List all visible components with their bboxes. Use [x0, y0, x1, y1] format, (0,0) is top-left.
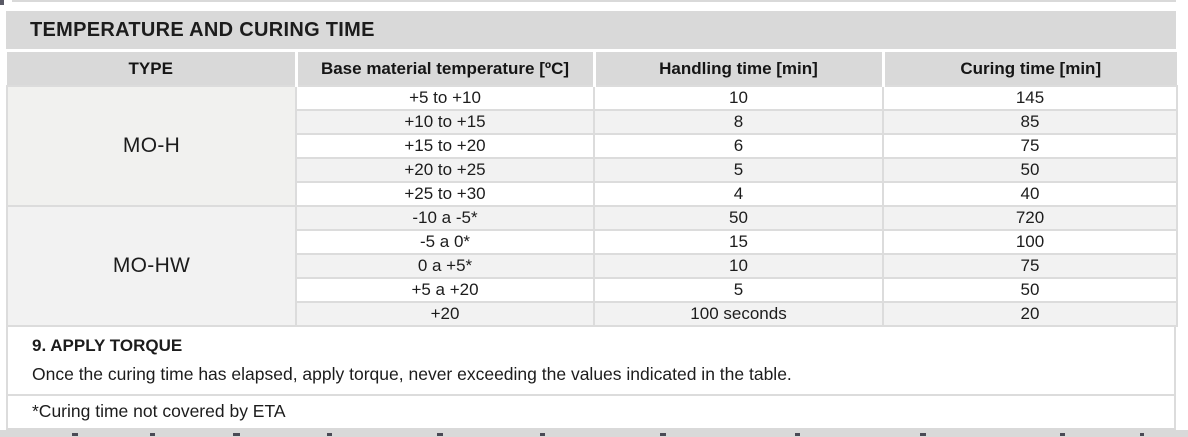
curing-time-table: TYPE Base material temperature [ºC] Hand… [6, 52, 1178, 327]
curing-time-cell: 85 [882, 109, 1178, 135]
temp-range-cell: -5 a 0* [295, 229, 595, 255]
cropped-mark [0, 0, 4, 5]
column-header-temperature: Base material temperature [ºC] [294, 52, 594, 86]
section-title: TEMPERATURE AND CURING TIME [30, 18, 375, 41]
curing-time-cell: 145 [882, 85, 1178, 111]
table-row: -5 a 0* 15 100 [7, 229, 1178, 255]
curing-time-cell: 20 [882, 301, 1178, 327]
temp-range-cell: +20 [295, 301, 595, 327]
curing-time-cell: 720 [882, 205, 1178, 231]
table-header-row: TYPE Base material temperature [ºC] Hand… [7, 52, 1177, 86]
table-row: 0 a +5* 10 75 [7, 253, 1178, 279]
temp-range-cell: +20 to +25 [295, 157, 595, 183]
temp-range-cell: 0 a +5* [295, 253, 595, 279]
curing-time-cell: 50 [882, 277, 1178, 303]
section-title-bar: TEMPERATURE AND CURING TIME [6, 11, 1176, 49]
temp-range-cell: +10 to +15 [295, 109, 595, 135]
type-cell-mo-h: MO-H [6, 85, 297, 207]
table-row: MO-HW -10 a -5* 50 720 [6, 205, 1178, 327]
table-row: +20 100 seconds 20 [7, 301, 1178, 327]
handling-time-cell: 100 seconds [593, 301, 884, 327]
eta-footnote: *Curing time not covered by ETA [8, 394, 1174, 428]
temp-range-cell: +15 to +20 [295, 133, 595, 159]
handling-time-cell: 15 [593, 229, 884, 255]
handling-time-cell: 6 [593, 133, 884, 159]
document-section-curing: TEMPERATURE AND CURING TIME TYPE Base ma… [6, 11, 1178, 430]
handling-time-cell: 4 [593, 181, 884, 207]
table-row: +5 a +20 5 50 [7, 277, 1178, 303]
table-row: +15 to +20 6 75 [7, 133, 1178, 159]
table-row: MO-H +5 to +10 10 145 [6, 85, 1178, 207]
table-row: +10 to +15 8 85 [7, 109, 1178, 135]
curing-time-cell: 40 [882, 181, 1178, 207]
table-row: +25 to +30 4 40 [7, 181, 1178, 207]
cropped-border-line [12, 0, 1176, 2]
apply-torque-section: 9. APPLY TORQUE Once the curing time has… [6, 327, 1176, 430]
temp-range-cell: -10 a -5* [295, 205, 595, 231]
handling-time-cell: 10 [593, 253, 884, 279]
curing-time-cell: 50 [882, 157, 1178, 183]
apply-torque-heading: 9. APPLY TORQUE [32, 336, 183, 355]
temp-range-cell: +5 to +10 [295, 85, 595, 111]
curing-time-cell: 100 [882, 229, 1178, 255]
curing-time-cell: 75 [882, 133, 1178, 159]
type-cell-mo-hw: MO-HW [6, 205, 297, 327]
cropped-previous-content [0, 0, 1188, 10]
apply-torque-main: 9. APPLY TORQUE Once the curing time has… [8, 327, 1174, 394]
handling-time-cell: 10 [593, 85, 884, 111]
handling-time-cell: 8 [593, 109, 884, 135]
apply-torque-text: Once the curing time has elapsed, apply … [32, 364, 792, 384]
handling-time-cell: 5 [593, 277, 884, 303]
handling-time-cell: 50 [593, 205, 884, 231]
column-header-handling-time: Handling time [min] [592, 52, 883, 86]
temp-range-cell: +25 to +30 [295, 181, 595, 207]
cropped-next-content [0, 430, 1188, 437]
temp-range-cell: +5 a +20 [295, 277, 595, 303]
column-header-curing-time: Curing time [min] [881, 52, 1177, 86]
handling-time-cell: 5 [593, 157, 884, 183]
column-header-type: TYPE [7, 52, 296, 86]
table-row: +20 to +25 5 50 [7, 157, 1178, 183]
curing-time-cell: 75 [882, 253, 1178, 279]
